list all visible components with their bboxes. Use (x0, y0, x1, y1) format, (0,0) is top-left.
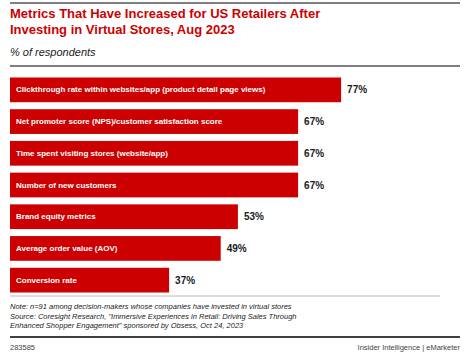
bar (10, 204, 238, 229)
rule (10, 3, 460, 4)
title-line: Investing in Virtual Stores, Aug 2023 (10, 22, 235, 37)
x-axis-line (10, 296, 440, 297)
title-line: Metrics That Have Increased for US Retai… (10, 6, 320, 21)
bars (10, 77, 341, 292)
data-label: 67% (304, 116, 324, 127)
footer-right: Insider Intelligence | eMarketer (358, 343, 461, 352)
data-label: 77% (347, 84, 367, 95)
labels: Clickthrough rate within websites/app (p… (16, 84, 367, 285)
category-label: Average order value (AOV) (16, 244, 118, 253)
bar (10, 141, 298, 166)
bar (10, 109, 298, 134)
category-label: Brand equity metrics (16, 212, 96, 221)
rule (10, 65, 460, 66)
data-label: 67% (304, 180, 324, 191)
bar (10, 268, 169, 293)
footer-left: 283585 (10, 343, 35, 352)
category-label: Time spent visiting stores (website/app) (16, 149, 168, 158)
category-label: Number of new customers (16, 181, 117, 190)
note: Note: n=91 among decision-makers whose c… (10, 302, 297, 330)
category-label: Conversion rate (16, 276, 77, 285)
rule (10, 336, 460, 338)
bar (10, 173, 298, 198)
chart: Metrics That Have Increased for US Retai… (0, 0, 470, 362)
bar (10, 236, 221, 261)
note-line: Enhanced Shopper Engagement" sponsored b… (10, 321, 244, 330)
data-label: 53% (244, 211, 264, 222)
data-label: 49% (227, 243, 247, 254)
category-label: Net promoter score (NPS)/customer satisf… (16, 117, 223, 126)
note-line: Source: Coresight Research, "Immersive E… (10, 312, 297, 321)
title: Metrics That Have Increased for US Retai… (10, 6, 320, 37)
category-label: Clickthrough rate within websites/app (p… (16, 85, 266, 94)
note-line: Note: n=91 among decision-makers whose c… (10, 302, 292, 311)
data-label: 67% (304, 148, 324, 159)
subtitle: % of respondents (10, 46, 96, 58)
bar (10, 77, 341, 102)
data-label: 37% (175, 275, 195, 286)
